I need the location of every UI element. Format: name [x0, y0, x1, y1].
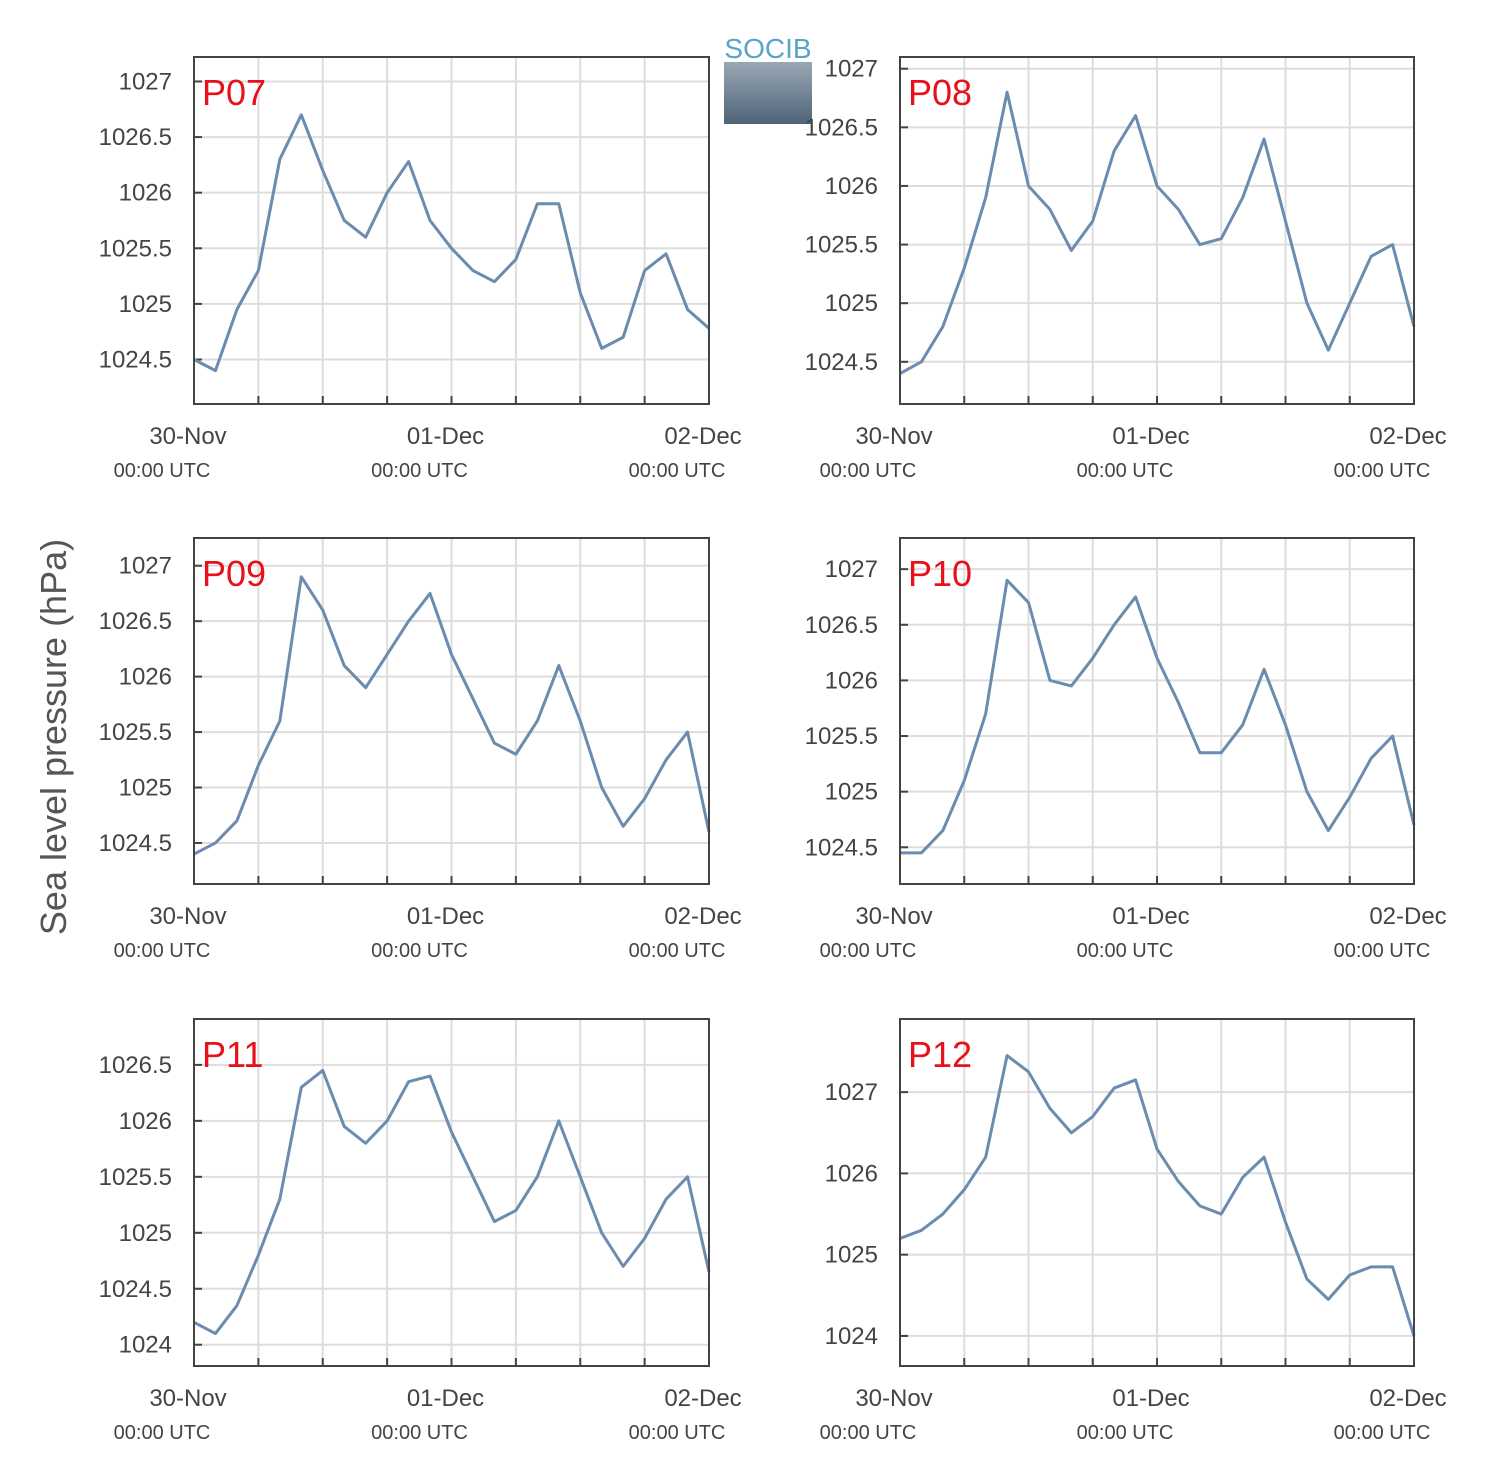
x-tick-time: 00:00 UTC [629, 460, 726, 482]
y-tick-label: 1025.5 [99, 1164, 172, 1191]
y-tick-label: 1026.5 [99, 1052, 172, 1079]
x-tick-time: 00:00 UTC [820, 940, 917, 962]
x-tick-time: 00:00 UTC [371, 460, 468, 482]
y-tick-label: 1026.5 [805, 114, 878, 141]
x-tick-label: 30-Nov [855, 903, 932, 930]
x-tick-label: 01-Dec [407, 423, 484, 450]
y-tick-label: 1024.5 [99, 347, 172, 374]
x-tick-label: 01-Dec [1112, 1385, 1189, 1412]
y-tick-label: 1025 [825, 290, 878, 317]
x-tick-label: 30-Nov [149, 1385, 226, 1412]
x-tick-label: 02-Dec [664, 1385, 741, 1412]
x-tick-time: 00:00 UTC [1334, 940, 1431, 962]
x-tick-label: 30-Nov [149, 903, 226, 930]
y-tick-label: 1025.5 [805, 723, 878, 750]
x-tick-label: 02-Dec [664, 423, 741, 450]
y-tick-label: 1024.5 [99, 830, 172, 857]
chart-title: P12 [908, 1034, 972, 1075]
x-tick-label: 01-Dec [407, 1385, 484, 1412]
y-tick-label: 1025.5 [99, 719, 172, 746]
x-tick-time: 00:00 UTC [371, 1422, 468, 1444]
y-tick-label: 1026 [825, 173, 878, 200]
x-tick-time: 00:00 UTC [820, 460, 917, 482]
y-tick-label: 1027 [119, 553, 172, 580]
y-tick-label: 1025.5 [99, 235, 172, 262]
logo-image [724, 62, 812, 124]
x-tick-label: 30-Nov [855, 1385, 932, 1412]
y-tick-label: 1024.5 [805, 349, 878, 376]
y-tick-label: 1026.5 [805, 612, 878, 639]
x-tick-time: 00:00 UTC [1077, 940, 1174, 962]
plot-frame [899, 1018, 1415, 1367]
x-tick-label: 01-Dec [407, 903, 484, 930]
data-line [900, 578, 1416, 855]
y-tick-label: 1026.5 [99, 124, 172, 151]
y-tick-label: 1026 [119, 180, 172, 207]
y-tick-label: 1025 [119, 775, 172, 802]
x-tick-label: 01-Dec [1112, 423, 1189, 450]
x-tick-time: 00:00 UTC [629, 940, 726, 962]
y-tick-label: 1026 [825, 667, 878, 694]
x-tick-time: 00:00 UTC [1334, 1422, 1431, 1444]
y-tick-label: 1025 [825, 1242, 878, 1269]
y-tick-label: 1024.5 [99, 1276, 172, 1303]
chart-title: P08 [908, 72, 972, 113]
plot-frame [899, 56, 1415, 405]
y-tick-label: 1027 [825, 56, 878, 83]
x-tick-time: 00:00 UTC [1334, 460, 1431, 482]
logo-text: SOCIB [724, 33, 811, 64]
x-tick-time: 00:00 UTC [820, 1422, 917, 1444]
x-tick-label: 01-Dec [1112, 903, 1189, 930]
plot-frame [899, 537, 1415, 885]
y-tick-label: 1025 [825, 779, 878, 806]
x-tick-label: 02-Dec [1369, 423, 1446, 450]
x-tick-label: 30-Nov [149, 423, 226, 450]
y-tick-label: 1027 [825, 1079, 878, 1106]
y-tick-label: 1024 [825, 1323, 878, 1350]
data-line [193, 113, 710, 373]
data-line [899, 90, 1416, 375]
y-tick-label: 1024.5 [805, 834, 878, 861]
y-tick-label: 1025.5 [805, 232, 878, 259]
y-tick-label: 1025 [119, 1220, 172, 1247]
x-tick-label: 02-Dec [1369, 1385, 1446, 1412]
y-tick-label: 1026 [119, 664, 172, 691]
data-line [193, 575, 711, 856]
x-tick-time: 00:00 UTC [371, 940, 468, 962]
y-tick-label: 1026 [825, 1160, 878, 1187]
x-tick-time: 00:00 UTC [629, 1422, 726, 1444]
x-tick-time: 00:00 UTC [1077, 1422, 1174, 1444]
x-tick-time: 00:00 UTC [114, 1422, 211, 1444]
x-tick-time: 00:00 UTC [114, 940, 211, 962]
chart-title: P09 [202, 553, 266, 594]
data-line [899, 1054, 1416, 1337]
plot-frame [193, 1018, 710, 1367]
x-tick-label: 02-Dec [664, 903, 741, 930]
y-tick-label: 1027 [825, 556, 878, 583]
y-tick-label: 1024 [119, 1332, 172, 1359]
data-line [193, 1068, 711, 1336]
y-tick-label: 1026.5 [99, 608, 172, 635]
plot-frame [193, 537, 710, 885]
plot-frame [193, 56, 710, 405]
chart-title: P10 [908, 553, 972, 594]
chart-title: P11 [202, 1034, 263, 1075]
x-tick-time: 00:00 UTC [1077, 460, 1174, 482]
y-tick-label: 1026 [119, 1108, 172, 1135]
x-tick-label: 02-Dec [1369, 903, 1446, 930]
y-axis-label: Sea level pressure (hPa) [33, 539, 74, 935]
x-tick-label: 30-Nov [855, 423, 932, 450]
x-tick-time: 00:00 UTC [114, 460, 211, 482]
y-tick-label: 1027 [119, 68, 172, 95]
chart-title: P07 [202, 72, 266, 113]
y-tick-label: 1025 [119, 291, 172, 318]
